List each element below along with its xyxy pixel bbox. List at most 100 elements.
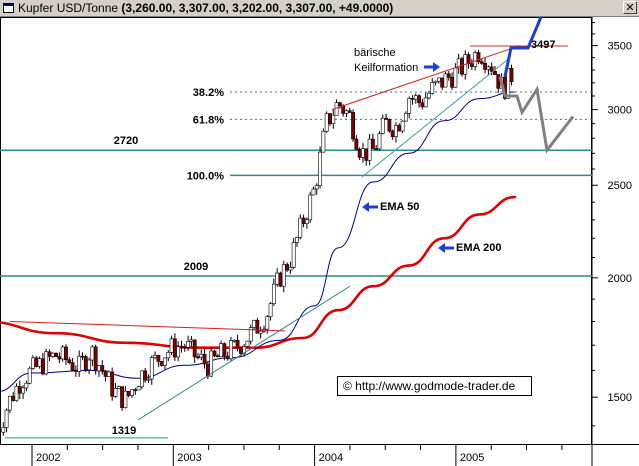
candle-up bbox=[1, 427, 6, 433]
candle-down bbox=[156, 355, 161, 362]
candle-down bbox=[80, 355, 85, 358]
candle-down bbox=[357, 148, 362, 158]
early-support-line bbox=[137, 285, 351, 421]
candle-up bbox=[24, 382, 29, 389]
candle-up bbox=[176, 346, 181, 358]
copyright-box bbox=[337, 376, 532, 396]
candle-up bbox=[27, 367, 32, 384]
candle-up bbox=[219, 343, 223, 358]
candle-down bbox=[202, 354, 207, 365]
candle-down bbox=[54, 352, 58, 357]
candle-up bbox=[106, 371, 111, 377]
candle-down bbox=[110, 371, 115, 397]
level-label-2009: 2009 bbox=[184, 261, 208, 273]
candle-up bbox=[394, 125, 398, 137]
candle-down bbox=[417, 95, 421, 104]
candle-down bbox=[47, 351, 52, 357]
candle-down bbox=[493, 71, 497, 75]
candle-up bbox=[186, 341, 190, 348]
price-chart: 3500 3000 2500 2000 1500 2002 2003 2004 2005 2720… bbox=[0, 17, 639, 466]
candle-down bbox=[351, 112, 355, 140]
candle-down bbox=[192, 339, 197, 358]
candle-up bbox=[400, 120, 405, 132]
candle-down bbox=[397, 125, 402, 132]
x-tick-label: 2005 bbox=[460, 452, 484, 464]
candle-down bbox=[70, 362, 75, 371]
candle-up bbox=[60, 346, 65, 360]
level-label-2720: 2720 bbox=[114, 135, 138, 147]
close-button[interactable]: ✕ bbox=[623, 1, 637, 14]
candle-up bbox=[288, 267, 293, 271]
candle-up bbox=[486, 66, 491, 70]
wedge-arrow-icon-head bbox=[433, 62, 440, 72]
y-tick-label: 2500 bbox=[608, 180, 632, 192]
candle-down bbox=[255, 320, 260, 334]
candle-up bbox=[473, 52, 478, 67]
candle-up bbox=[146, 378, 151, 381]
candle-up bbox=[407, 98, 412, 114]
wedge-upper-line bbox=[331, 45, 521, 111]
wedge-lower-line bbox=[361, 57, 511, 178]
candle-down bbox=[159, 361, 164, 366]
candle-up bbox=[209, 350, 214, 377]
candle-down bbox=[301, 217, 306, 224]
candle-up bbox=[14, 386, 19, 401]
candle-down bbox=[509, 67, 514, 82]
candle-down bbox=[278, 272, 283, 287]
x-tick-label: 2003 bbox=[177, 452, 201, 464]
candle-up bbox=[90, 346, 95, 361]
candle-down bbox=[179, 346, 184, 349]
candle-down bbox=[57, 356, 62, 360]
candle-up bbox=[443, 73, 448, 88]
candle-down bbox=[489, 66, 494, 72]
level-label-1319: 1319 bbox=[112, 425, 136, 437]
title-bar: Kupfer USD/Tonne (3,260.00, 3,307.00, 3,… bbox=[0, 0, 639, 17]
y-tick-label: 1500 bbox=[608, 392, 632, 404]
candle-down bbox=[120, 386, 124, 408]
candle-down bbox=[341, 105, 346, 114]
candle-up bbox=[130, 389, 134, 396]
candle-down bbox=[73, 369, 78, 372]
candle-down bbox=[374, 148, 379, 150]
candle-up bbox=[430, 82, 435, 94]
candle-down bbox=[483, 63, 487, 70]
candle-up bbox=[403, 113, 408, 122]
fib-label-38: 38.2% bbox=[193, 87, 224, 99]
candle-up bbox=[97, 365, 101, 372]
candle-down bbox=[222, 343, 227, 357]
candle-up bbox=[380, 117, 385, 134]
candle-down bbox=[143, 370, 148, 381]
x-tick-label: 2002 bbox=[36, 452, 60, 464]
ema50-annotation: EMA 50 bbox=[380, 201, 419, 213]
ema50-arrow-icon bbox=[362, 202, 378, 212]
candle-up bbox=[87, 359, 91, 371]
candle-up bbox=[169, 338, 174, 353]
candle-up bbox=[163, 357, 167, 366]
candle-up bbox=[258, 330, 263, 334]
candle-up bbox=[7, 395, 12, 411]
candle-up bbox=[136, 386, 141, 391]
wedge-annotation-line2: Keilformation bbox=[354, 62, 418, 74]
candle-up bbox=[113, 388, 118, 397]
candle-up bbox=[252, 320, 256, 328]
candle-down bbox=[215, 355, 220, 358]
candle-up bbox=[199, 354, 204, 358]
candle-down bbox=[337, 102, 342, 106]
ema200-arrow-icon-head bbox=[438, 243, 445, 253]
early-resistance-line bbox=[9, 321, 286, 332]
candle-up bbox=[423, 97, 428, 108]
candle-up bbox=[31, 357, 35, 369]
projection-down-path bbox=[498, 76, 575, 154]
copyright-text: © http://www.godmode-trader.de bbox=[343, 379, 516, 393]
candle-down bbox=[83, 356, 88, 371]
candle-up bbox=[367, 138, 372, 161]
candle-up bbox=[271, 283, 276, 304]
candles bbox=[1, 49, 514, 436]
candle-up bbox=[21, 387, 25, 394]
projection-up-path bbox=[503, 17, 543, 77]
candle-up bbox=[4, 409, 9, 428]
candle-up bbox=[248, 327, 253, 342]
candle-up bbox=[189, 339, 194, 342]
candle-down bbox=[100, 365, 105, 372]
y-tick-label: 3000 bbox=[608, 105, 632, 117]
